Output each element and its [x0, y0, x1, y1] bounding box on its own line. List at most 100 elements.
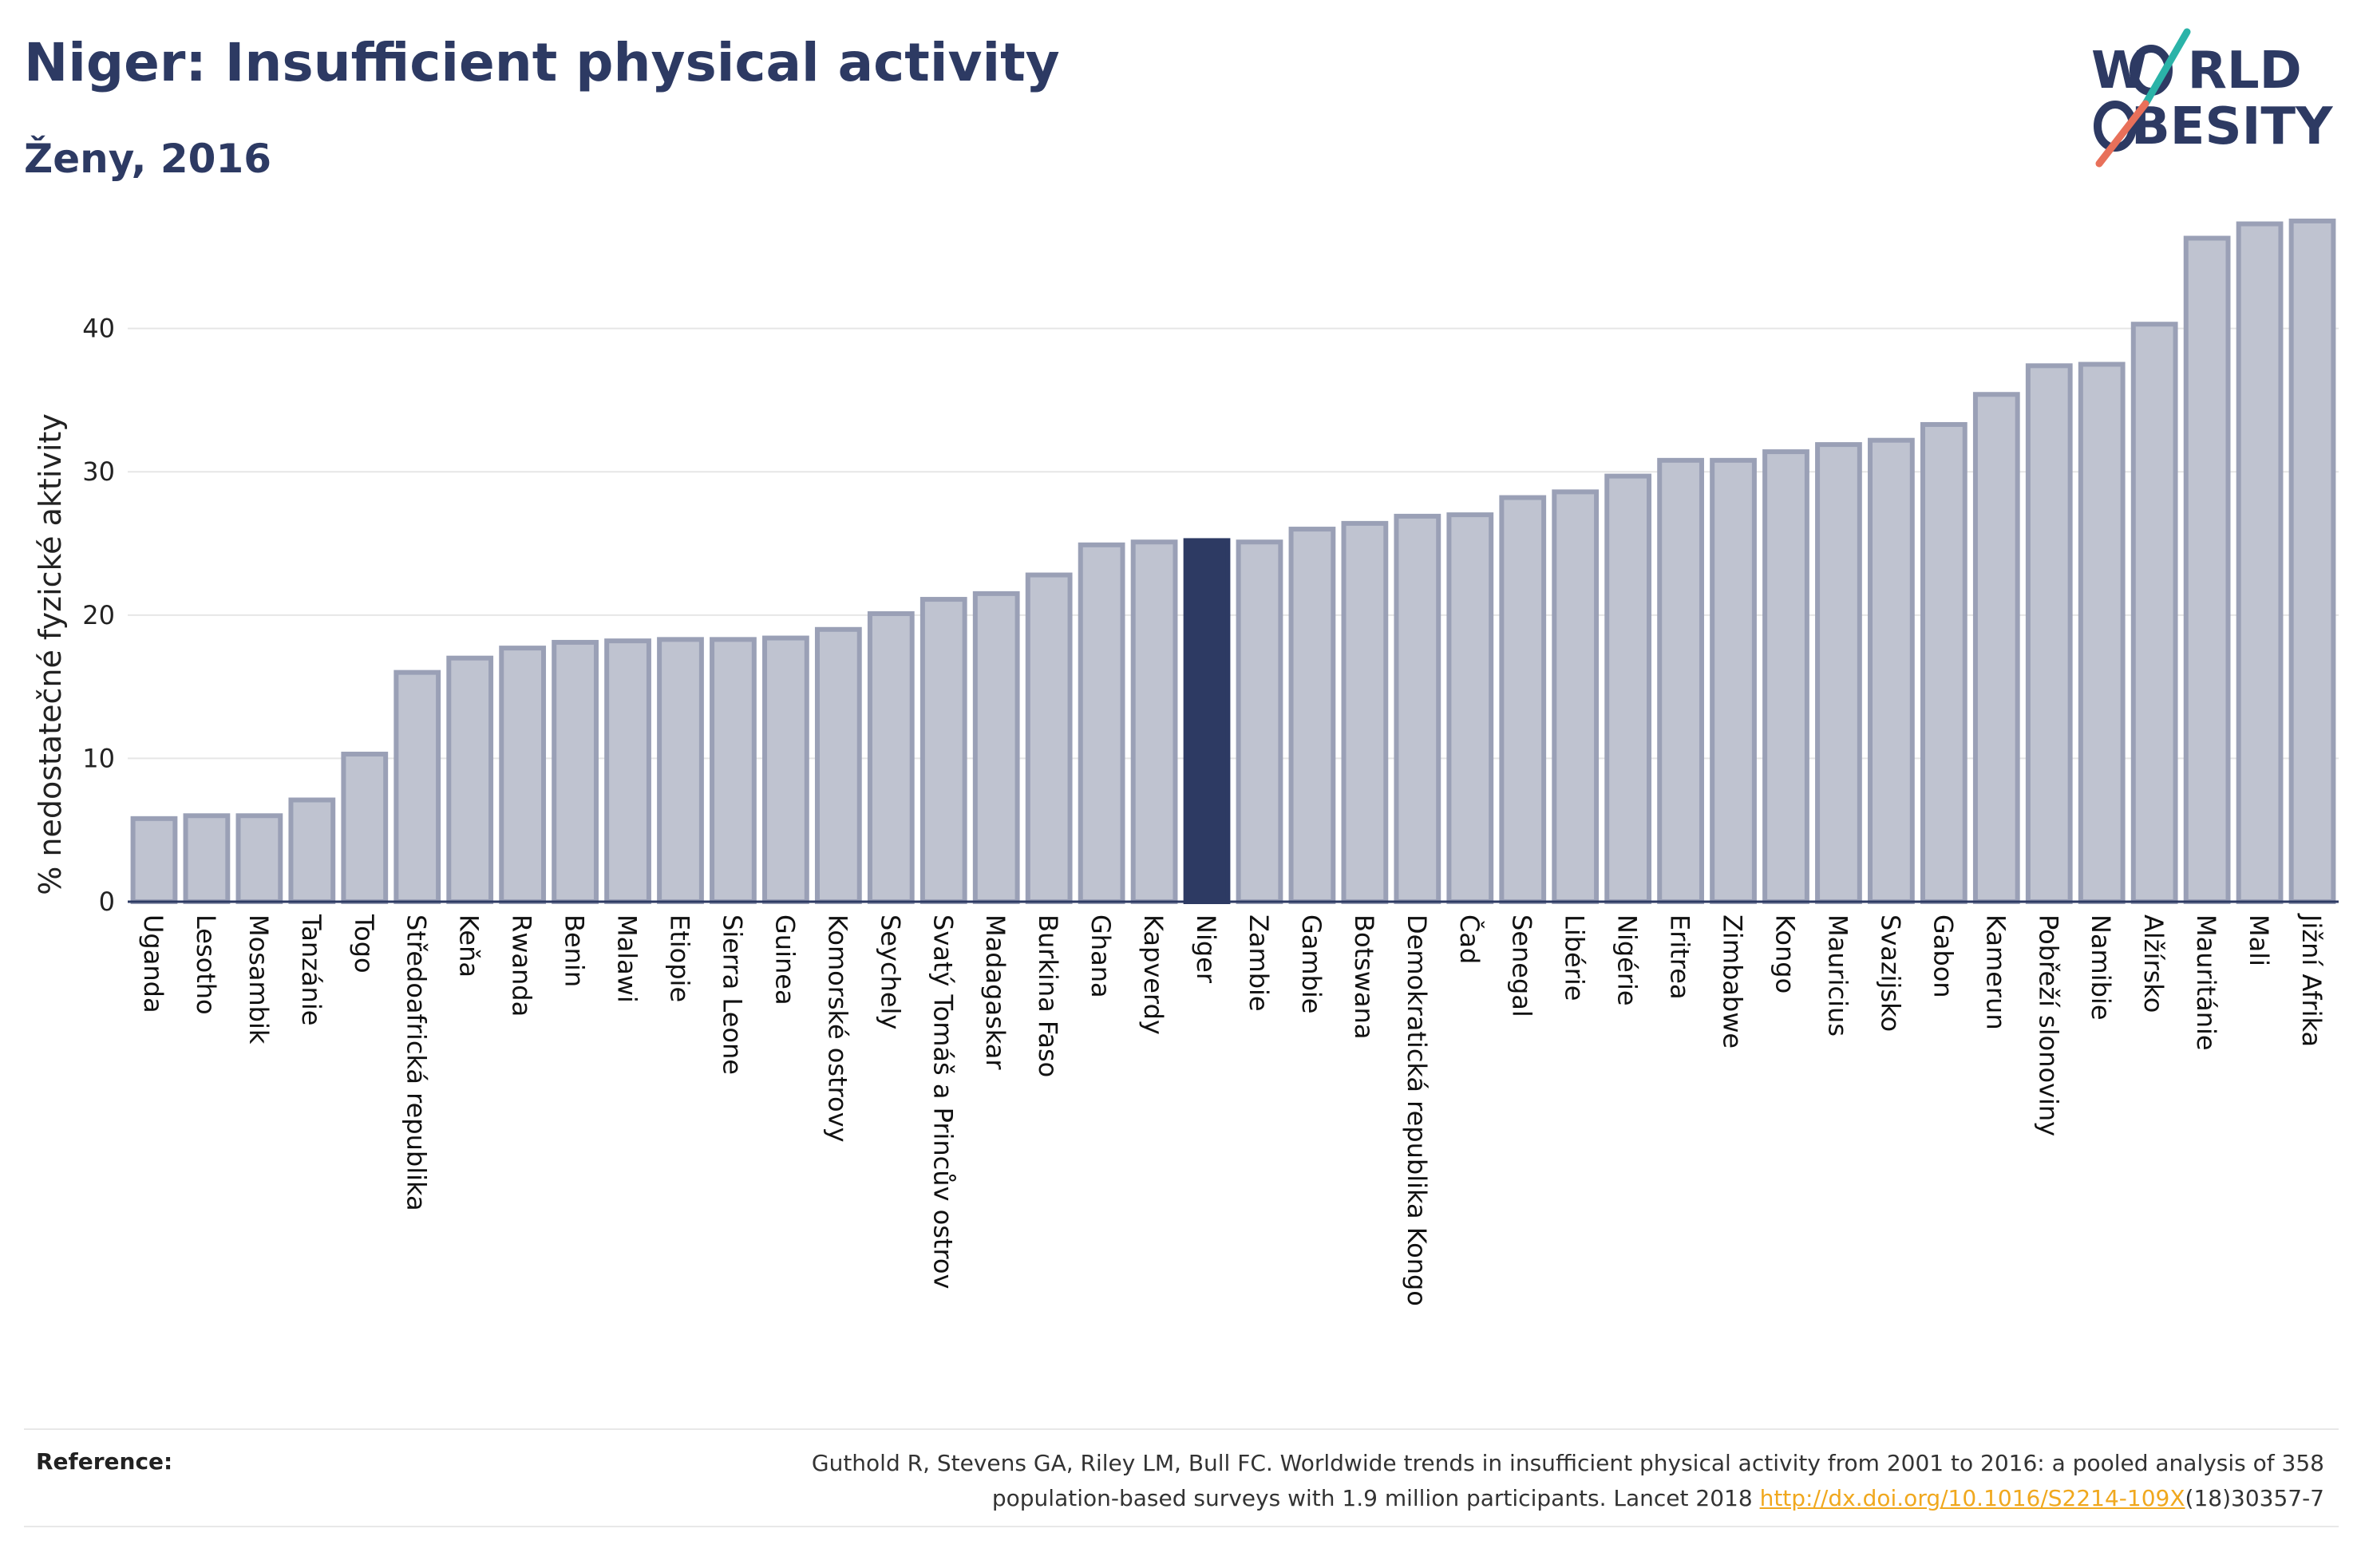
- x-tick-label: Čad: [1454, 914, 1485, 964]
- reference-label: Reference:: [36, 1448, 173, 1475]
- bar: [972, 590, 1020, 904]
- bar: [1236, 539, 1283, 904]
- y-tick-label: 30: [82, 456, 115, 487]
- logo-text-obesity: BESITY: [2131, 97, 2333, 156]
- world-obesity-logo: W RLD BESITY: [2091, 28, 2333, 168]
- bar: [288, 797, 336, 905]
- bar: [1025, 572, 1073, 905]
- bar: [1710, 457, 1757, 904]
- logo-slash-coral: [2095, 100, 2149, 168]
- bar: [130, 816, 178, 905]
- x-tick-label: Alžírsko: [2138, 914, 2169, 1013]
- bar: [1499, 495, 1547, 904]
- bar: [235, 813, 283, 904]
- x-tick-label: Kapverdy: [1138, 914, 1169, 1035]
- x-tick-label: Rwanda: [507, 914, 537, 1017]
- x-tick-label: Zambie: [1244, 914, 1274, 1012]
- x-tick-label: Komorské ostrovy: [822, 914, 852, 1143]
- x-tick-label: Svatý Tomáš a Princův ostrov: [927, 914, 958, 1289]
- bar: [1341, 520, 1389, 904]
- bar: [183, 813, 231, 904]
- chart-subtitle: Ženy, 2016: [24, 136, 272, 182]
- x-tick-label: Ghana: [1086, 914, 1116, 998]
- x-tick-label: Nigérie: [1612, 914, 1643, 1006]
- x-tick-label: Madagaskar: [980, 914, 1010, 1070]
- x-tick-label: Pobřeží slonoviny: [2033, 914, 2063, 1136]
- bar: [1657, 457, 1704, 904]
- x-tick-label: Togo: [349, 914, 379, 974]
- bar: [762, 635, 809, 904]
- bar: [1552, 489, 1600, 904]
- bar: [552, 639, 599, 904]
- reference-line2-post: (18)30357-7: [2185, 1485, 2324, 1511]
- bar: [1815, 442, 1862, 904]
- x-tick-label: Středoafrická republika: [401, 914, 432, 1211]
- x-tick-label: Benin: [560, 914, 590, 987]
- x-tick-label: Gambie: [1296, 914, 1327, 1013]
- x-tick-label: Etiopie: [665, 914, 695, 1002]
- x-tick-label: Botswana: [1349, 914, 1379, 1039]
- bar: [919, 597, 967, 904]
- reference-line1: Guthold R, Stevens GA, Riley LM, Bull FC…: [811, 1450, 2324, 1476]
- bar: [710, 637, 757, 904]
- bar: [1078, 542, 1125, 905]
- bar: [1762, 449, 1809, 904]
- x-tick-label: Guinea: [769, 914, 800, 1005]
- x-tick-label: Sierra Leone: [717, 914, 747, 1075]
- logo-slash-teal: [2142, 28, 2191, 108]
- bar: [1604, 473, 1652, 904]
- x-tick-label: Niger: [1191, 914, 1221, 984]
- x-tick-label: Burkina Faso: [1033, 914, 1063, 1077]
- bar: [1972, 392, 2020, 905]
- x-tick-label: Mauricius: [1822, 914, 1853, 1037]
- bar: [499, 646, 547, 904]
- x-tick-label: Kongo: [1770, 914, 1801, 993]
- bar: [2025, 363, 2073, 904]
- reference-line2-pre: population-based surveys with 1.9 millio…: [991, 1485, 1760, 1511]
- bar: [814, 626, 862, 904]
- x-tick-label: Seychely: [875, 914, 905, 1029]
- x-tick-label: Gabon: [1928, 914, 1958, 998]
- x-tick-label: Zimbabwe: [1718, 914, 1748, 1049]
- footer-divider-top: [24, 1428, 2339, 1430]
- bar: [1130, 539, 1178, 904]
- x-tick-label: Eritrea: [1665, 914, 1695, 1000]
- bar: [867, 611, 915, 904]
- footer-divider-bottom: [24, 1526, 2339, 1527]
- bar: [604, 638, 651, 905]
- bar-highlight: [1183, 538, 1231, 905]
- bar: [1446, 512, 1494, 904]
- bar: [2130, 322, 2178, 905]
- bar: [2183, 235, 2231, 904]
- x-tick-label: Mauritánie: [2191, 914, 2221, 1051]
- y-tick-label: 10: [82, 743, 115, 773]
- x-tick-label: Lesotho: [191, 914, 221, 1015]
- bar: [394, 669, 441, 904]
- x-tick-label: Kamerun: [1980, 914, 2011, 1030]
- reference-doi-link[interactable]: http://dx.doi.org/10.1016/S2214-109X: [1759, 1485, 2185, 1511]
- x-tick-label: Keňa: [454, 914, 484, 978]
- bar: [446, 655, 494, 904]
- bar: [1394, 513, 1442, 904]
- bar: [1868, 437, 1915, 904]
- x-tick-label: Uganda: [138, 914, 168, 1013]
- x-tick-label: Mali: [2244, 914, 2274, 966]
- y-tick-label: 0: [99, 887, 115, 917]
- bar: [341, 752, 389, 904]
- logo-text-world: W RLD: [2091, 41, 2302, 101]
- x-tick-label: Libérie: [1560, 914, 1590, 1001]
- bar: [2078, 361, 2126, 904]
- bar: [1920, 421, 1968, 904]
- y-tick-label: 40: [82, 314, 115, 344]
- bar: [2288, 218, 2336, 904]
- reference-text: Guthold R, Stevens GA, Riley LM, Bull FC…: [488, 1446, 2324, 1516]
- x-tick-label: Jižní Afrika: [2296, 913, 2327, 1047]
- x-tick-label: Tanzánie: [296, 914, 326, 1025]
- bar: [657, 637, 704, 904]
- x-tick-label: Malawi: [612, 914, 643, 1003]
- x-tick-label: Namibie: [2086, 914, 2116, 1021]
- x-tick-label: Senegal: [1507, 914, 1537, 1017]
- chart-title: Niger: Insufficient physical activity: [24, 32, 1060, 93]
- y-tick-label: 20: [82, 600, 115, 630]
